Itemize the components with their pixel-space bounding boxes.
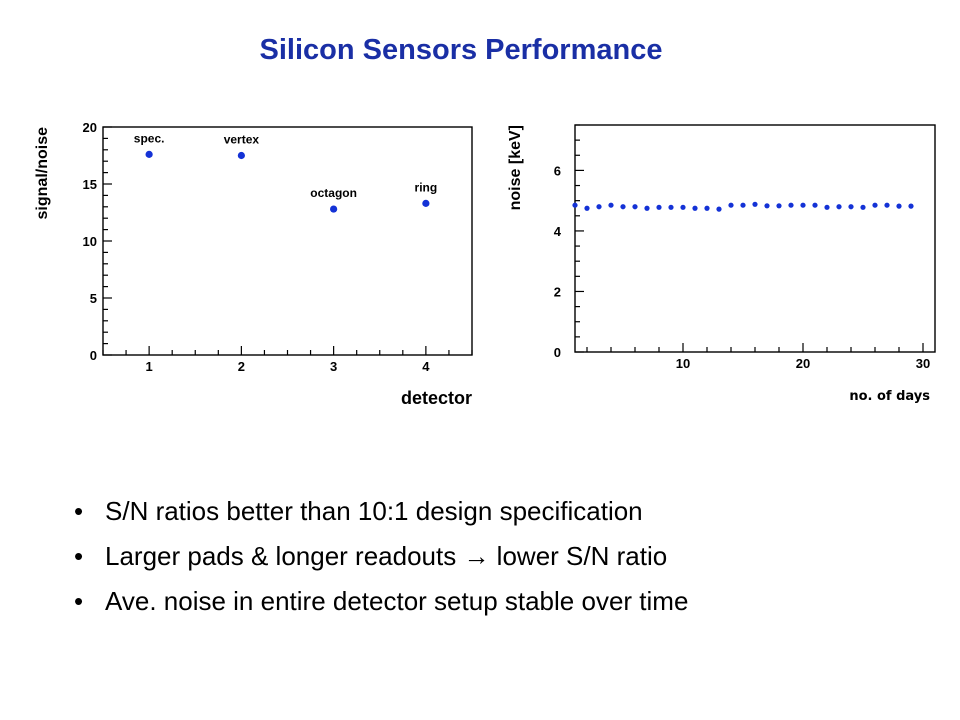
data-point [584,205,590,211]
x-tick-label: 4 [422,359,430,374]
data-point [572,202,578,208]
x-tick-label: 2 [238,359,245,374]
x-axis-title: detector [401,388,472,408]
data-point [620,204,626,210]
x-tick-label: 1 [146,359,153,374]
data-point [656,204,662,210]
data-point [596,204,602,210]
y-tick-label: 20 [83,120,97,135]
x-tick-label: 30 [916,356,930,371]
data-point [740,202,746,208]
bullet-dot-icon: • [74,541,84,571]
x-tick-label: 20 [796,356,810,371]
data-point [237,151,245,160]
data-point [872,202,878,208]
data-point-label: ring [415,180,438,194]
data-point [788,202,794,208]
y-axis-title: noise [keV] [507,125,524,210]
data-point [752,201,758,207]
bullet-list: • S/N ratios better than 10:1 design spe… [74,496,688,631]
y-tick-label: 0 [90,348,97,363]
data-point-label: vertex [224,133,260,147]
data-point [860,204,866,210]
data-point [704,205,710,211]
y-tick-label: 6 [554,163,561,178]
data-point [812,202,818,208]
data-point [668,204,674,210]
x-tick-label: 10 [676,356,690,371]
data-point [728,202,734,208]
data-point [692,205,698,211]
data-point [680,204,686,210]
bullet-text: Ave. noise in entire detector setup stab… [105,586,689,616]
x-tick-label: 3 [330,359,337,374]
y-tick-label: 4 [554,224,562,239]
y-axis-title: signal/noise [34,127,51,220]
data-point [896,203,902,209]
data-point [608,202,614,208]
data-point [824,204,830,210]
bullet-text: Larger pads & longer readouts → lower S/… [105,541,668,571]
bullet-item: • Larger pads & longer readouts → lower … [74,541,688,586]
data-point [644,205,650,211]
signal-noise-chart: 0 5 10 15 20 1 2 3 4 detector signal/noise spec. ver… [34,120,473,408]
data-point [716,206,722,212]
bullet-item: • S/N ratios better than 10:1 design spe… [74,496,688,541]
data-point [800,202,806,208]
y-tick-label: 0 [554,345,561,360]
plot-frame [102,126,473,356]
bullet-dot-icon: • [74,496,84,526]
data-point [884,202,890,208]
data-point [908,203,914,209]
data-point-label: octagon [310,186,357,200]
data-point [145,150,153,158]
data-point [776,203,782,209]
data-point [330,205,338,213]
y-tick-label: 10 [83,234,97,249]
data-point-label: spec. [134,131,165,145]
y-tick-label: 2 [554,284,561,299]
bullet-item: • Ave. noise in entire detector setup st… [74,586,688,631]
data-point [836,204,842,210]
y-tick-label: 15 [83,177,97,192]
plot-frame [574,124,936,353]
y-tick-label: 5 [90,291,97,306]
data-point [848,204,854,210]
data-point [422,199,430,207]
slide-title: Silicon Sensors Performance [259,34,663,66]
bullet-dot-icon: • [74,586,84,616]
x-axis-title: no. of days [849,389,930,404]
data-point [764,203,770,209]
data-point [632,204,638,210]
bullet-text: S/N ratios better than 10:1 design speci… [105,496,643,526]
noise-over-time-chart: 0 2 4 6 10 20 30 no. of days noise [keV] [507,124,936,404]
